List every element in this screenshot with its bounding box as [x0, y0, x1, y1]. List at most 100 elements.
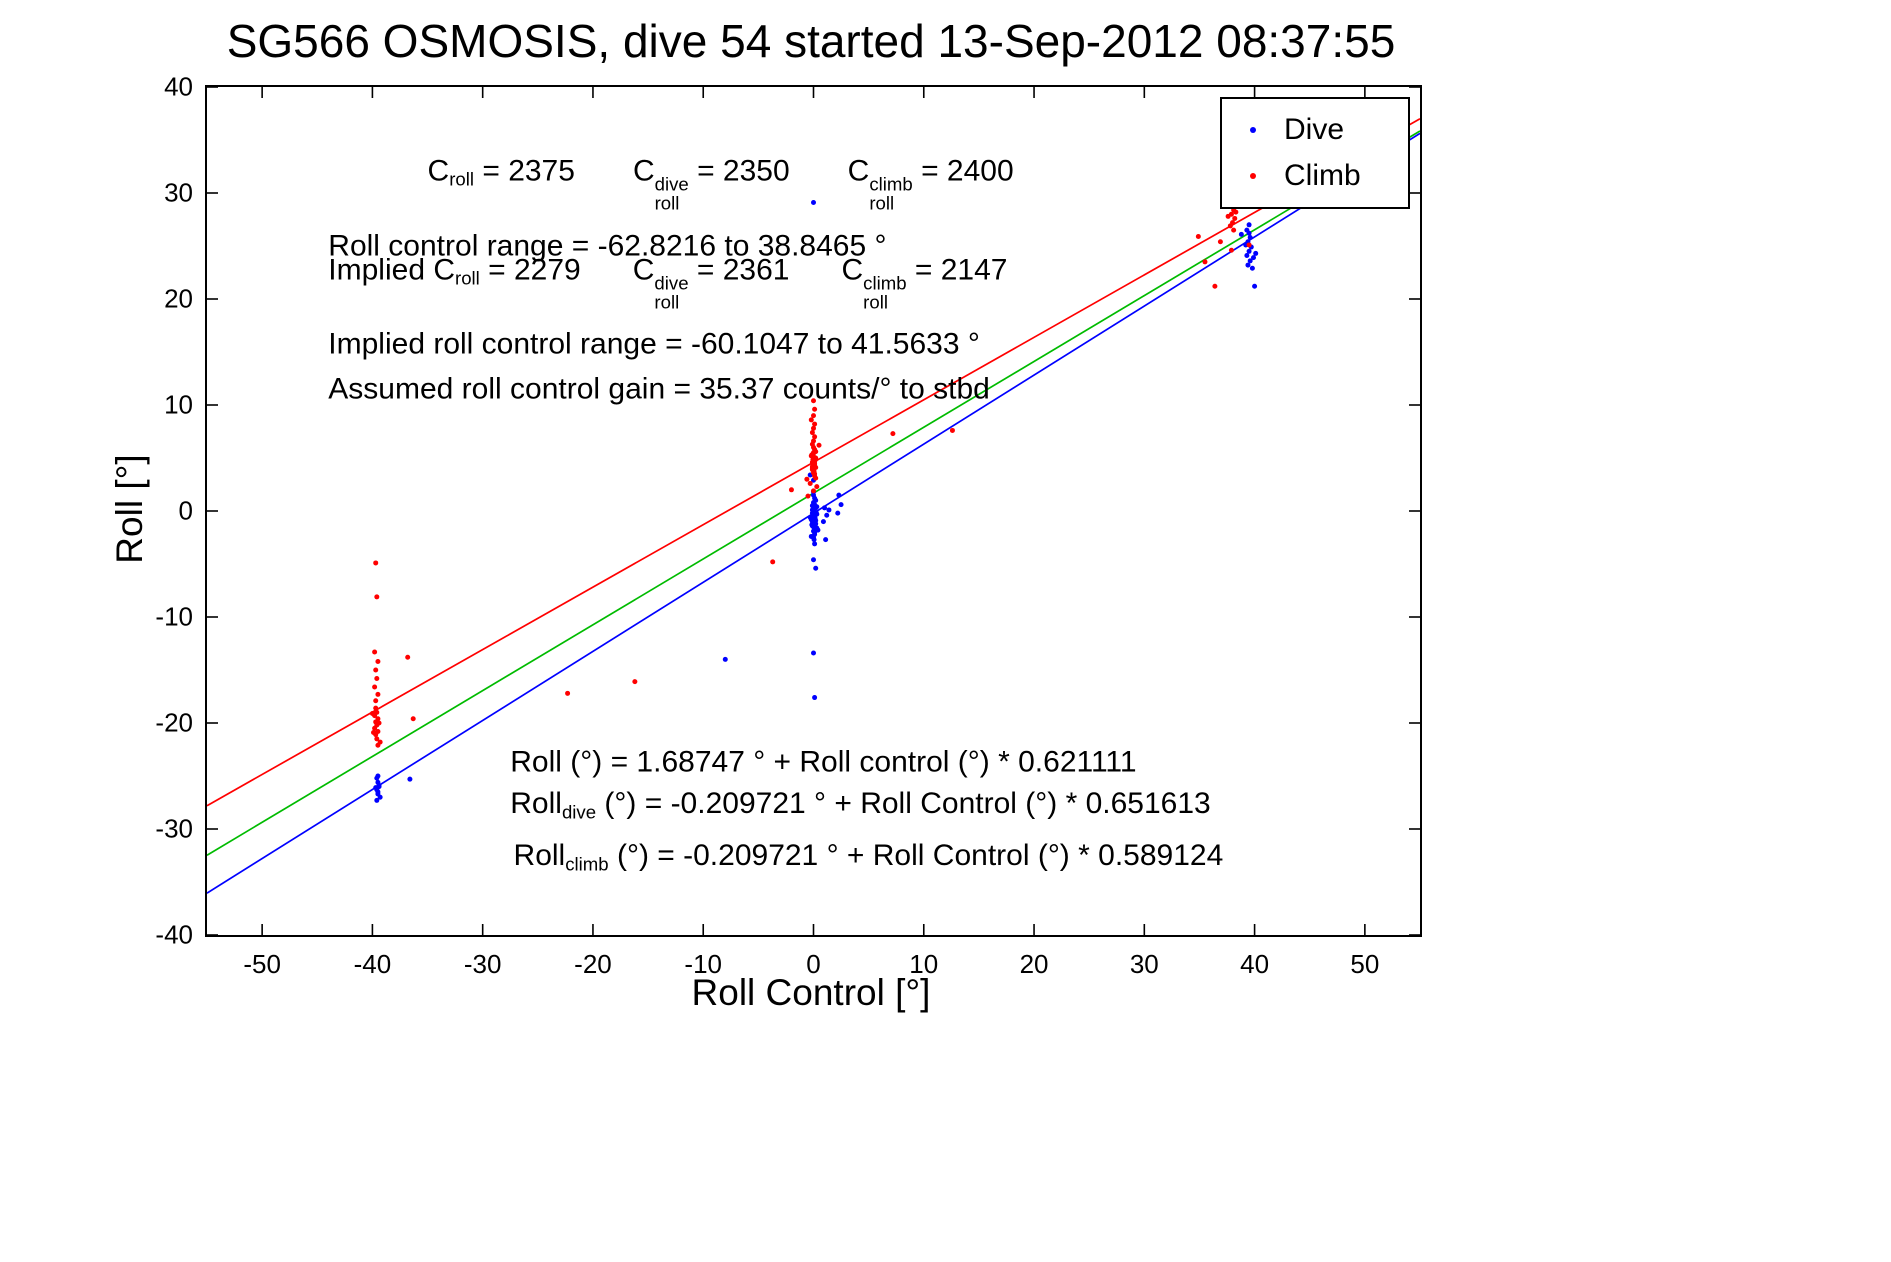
x-axis-label: Roll Control [°] — [691, 972, 931, 1013]
dive-point — [373, 785, 379, 791]
climb-point — [375, 691, 381, 697]
y-tick-label: -30 — [155, 813, 193, 844]
x-tick-label: 50 — [1350, 949, 1380, 979]
x-tick-label: -40 — [353, 949, 392, 979]
climb-point — [807, 480, 813, 486]
y-tick-label: -40 — [155, 919, 193, 950]
climb-point — [374, 675, 380, 681]
climb-point — [949, 427, 955, 433]
dive-point — [811, 517, 817, 523]
dive-point — [836, 492, 842, 498]
climb-point — [814, 484, 820, 490]
annotation-fit-equation-dive: Rolldive (°) = -0.209721 ° + Roll Contro… — [510, 786, 1211, 823]
climb-point — [373, 698, 379, 704]
climb-point — [808, 417, 814, 423]
dive-point — [1249, 265, 1255, 271]
x-tick-label: -50 — [243, 949, 281, 979]
dive-point — [1247, 235, 1253, 241]
dive-point — [811, 200, 816, 206]
legend-label-dive: Dive — [1284, 113, 1345, 146]
dive-point — [1246, 248, 1252, 254]
y-tick-label: -10 — [155, 601, 193, 632]
climb-point — [373, 705, 379, 711]
dive-point — [811, 557, 816, 563]
dive-marker-icon — [1222, 127, 1284, 133]
climb-point — [788, 487, 794, 493]
dive-point — [813, 497, 819, 503]
legend-item-dive: Dive — [1222, 107, 1408, 153]
climb-point — [374, 736, 380, 742]
climb-point — [374, 594, 380, 600]
climb-point — [811, 425, 816, 431]
climb-point — [812, 434, 818, 440]
dive-point — [811, 650, 816, 656]
legend: Dive Climb — [1220, 97, 1410, 209]
dive-point — [835, 510, 841, 516]
dive-point — [1246, 222, 1252, 228]
dive-point — [820, 519, 826, 525]
climb-point — [1246, 242, 1252, 248]
dive-point — [824, 512, 830, 518]
y-tick-label: 10 — [164, 389, 193, 420]
climb-point — [1195, 233, 1201, 239]
climb-point — [565, 690, 571, 696]
climb-point — [812, 406, 818, 412]
climb-point — [1231, 227, 1237, 233]
x-tick-label: 10 — [909, 949, 939, 979]
annotation-fit-equation-all: Roll (°) = 1.68747 ° + Roll control (°) … — [510, 745, 1137, 779]
climb-point — [813, 475, 819, 481]
climb-point — [812, 421, 818, 427]
climb-point — [811, 453, 816, 459]
climb-point — [1227, 223, 1233, 229]
climb-point — [1202, 259, 1208, 265]
dive-point — [1250, 255, 1256, 261]
dive-point — [1252, 283, 1258, 289]
dive-point — [826, 507, 832, 513]
climb-point — [1225, 213, 1231, 219]
climb-point — [372, 684, 378, 690]
climb-point — [369, 710, 375, 716]
climb-point — [805, 493, 811, 499]
dive-point — [375, 773, 381, 779]
x-tick-label: 40 — [1240, 949, 1270, 979]
climb-point — [1228, 247, 1234, 253]
dive-point — [375, 789, 381, 795]
dive-point — [822, 505, 828, 511]
climb-marker-icon — [1222, 173, 1284, 179]
climb-point — [811, 468, 817, 474]
y-axis-label: Roll [°] — [109, 454, 150, 564]
dive-point — [374, 797, 380, 803]
dive-point — [1246, 230, 1252, 236]
dive-point — [1247, 258, 1253, 264]
dive-point — [1244, 253, 1250, 259]
climb-point — [1232, 215, 1238, 221]
annotation-roll-control-range: Roll control range = -62.8216 to 38.8465… — [328, 229, 887, 263]
y-tick-label: 0 — [178, 495, 193, 526]
climb-point — [1212, 283, 1218, 289]
x-tick-label: -20 — [574, 949, 612, 979]
climb-point — [371, 730, 377, 736]
y-tick-label: 20 — [164, 283, 193, 314]
climb-point — [375, 659, 381, 665]
climb-point — [373, 667, 379, 673]
climb-point — [811, 398, 816, 404]
dive-point — [1253, 250, 1259, 256]
climb-point — [811, 413, 816, 419]
y-tick-label: 30 — [164, 177, 193, 208]
dive-point — [812, 541, 818, 547]
climb-point — [372, 725, 378, 731]
climb-point — [811, 438, 816, 444]
climb-point — [1233, 209, 1239, 215]
climb-point — [410, 716, 416, 722]
legend-label-climb: Climb — [1284, 159, 1361, 192]
climb-point — [811, 488, 816, 494]
dive-point — [823, 537, 829, 543]
climb-point — [632, 679, 638, 685]
legend-item-climb: Climb — [1222, 153, 1408, 199]
climb-point — [804, 476, 810, 482]
dive-point — [722, 656, 728, 662]
dive-point — [812, 695, 818, 701]
